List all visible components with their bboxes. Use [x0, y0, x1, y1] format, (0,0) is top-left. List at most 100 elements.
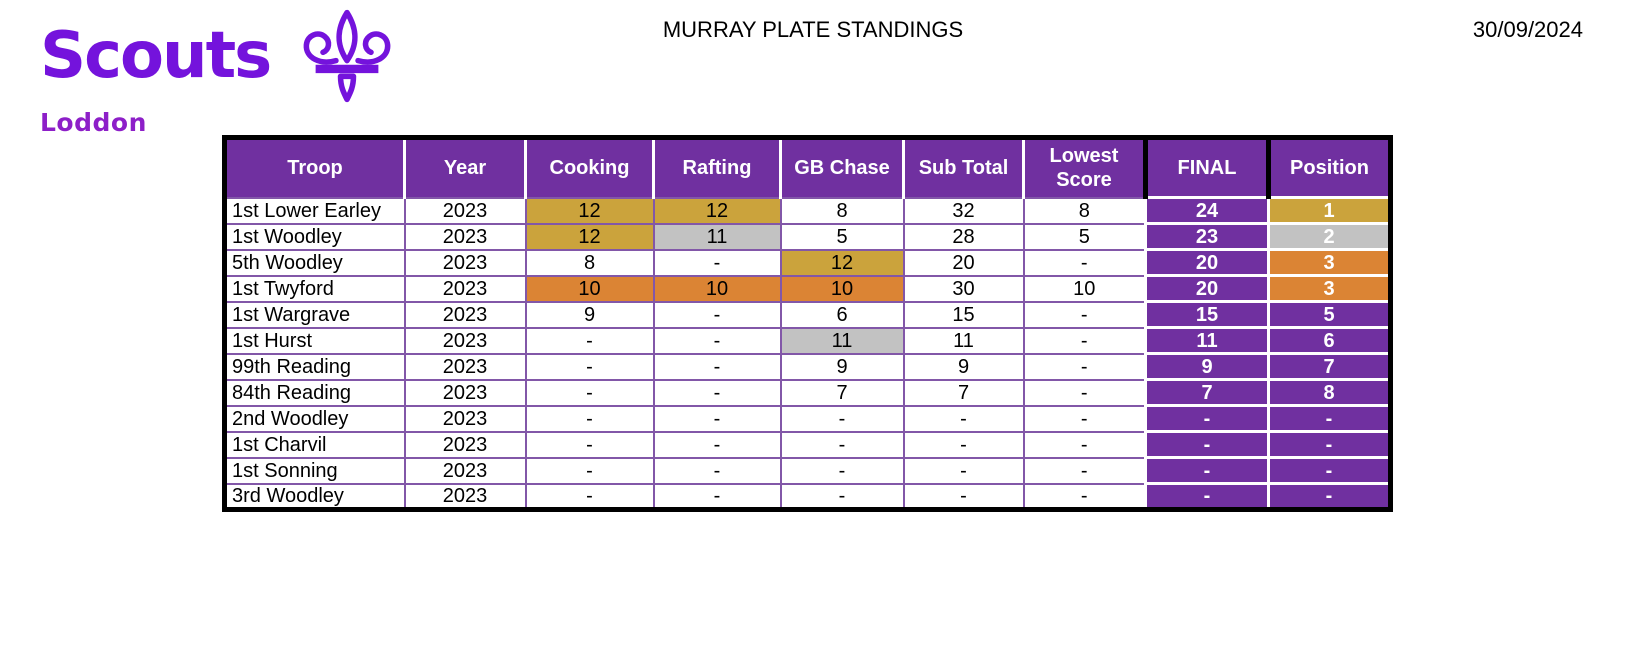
cell-cooking: 9 — [524, 300, 655, 329]
column-header-gb_chase: GB Chase — [779, 136, 905, 199]
cell-final: - — [1144, 404, 1270, 433]
cell-sub_total: 28 — [902, 222, 1025, 251]
cell-lowest_score: - — [1022, 430, 1147, 459]
cell-year: 2023 — [403, 352, 527, 381]
cell-position: - — [1267, 456, 1392, 485]
cell-troop: 1st Twyford — [223, 274, 406, 303]
cell-cooking: 12 — [524, 222, 655, 251]
cell-final: 24 — [1144, 196, 1270, 225]
cell-gb_chase: 12 — [779, 248, 905, 277]
cell-troop: 99th Reading — [223, 352, 406, 381]
cell-year: 2023 — [403, 222, 527, 251]
cell-year: 2023 — [403, 404, 527, 433]
cell-year: 2023 — [403, 196, 527, 225]
cell-sub_total: 20 — [902, 248, 1025, 277]
cell-rafting: - — [652, 482, 782, 511]
cell-cooking: - — [524, 378, 655, 407]
cell-position: 2 — [1267, 222, 1392, 251]
cell-lowest_score: - — [1022, 352, 1147, 381]
standings-table: Troop Year Cooking Rafting GB Chase Sub Total… — [222, 135, 1393, 512]
cell-final: - — [1144, 456, 1270, 485]
cell-final: 15 — [1144, 300, 1270, 329]
column-header-rafting: Rafting — [652, 136, 782, 199]
cell-cooking: 12 — [524, 196, 655, 225]
cell-lowest_score: - — [1022, 482, 1147, 511]
cell-sub_total: - — [902, 404, 1025, 433]
cell-gb_chase: - — [779, 482, 905, 511]
cell-final: 20 — [1144, 248, 1270, 277]
cell-position: 7 — [1267, 352, 1392, 381]
cell-gb_chase: 6 — [779, 300, 905, 329]
table-row: 1st Wargrave 2023 9-6 15-15 5 — [223, 300, 1392, 329]
cell-sub_total: - — [902, 482, 1025, 511]
column-header-final: FINAL — [1143, 136, 1271, 199]
cell-troop: 1st Wargrave — [223, 300, 406, 329]
cell-position: 8 — [1267, 378, 1392, 407]
table-row: 1st Twyford 2023 10 10 10 30 10 20 3 — [223, 274, 1392, 303]
cell-position: - — [1267, 430, 1392, 459]
cell-position: 1 — [1267, 196, 1392, 225]
column-header-position: Position — [1267, 136, 1392, 199]
cell-lowest_score: 8 — [1022, 196, 1147, 225]
cell-cooking: - — [524, 482, 655, 511]
cell-year: 2023 — [403, 378, 527, 407]
cell-sub_total: - — [902, 456, 1025, 485]
cell-cooking: - — [524, 456, 655, 485]
cell-lowest_score: - — [1022, 300, 1147, 329]
cell-final: 23 — [1144, 222, 1270, 251]
cell-sub_total: - — [902, 430, 1025, 459]
cell-year: 2023 — [403, 300, 527, 329]
cell-cooking: - — [524, 352, 655, 381]
cell-lowest_score: - — [1022, 456, 1147, 485]
scouts-logo: Scouts Loddon — [40, 8, 398, 137]
cell-year: 2023 — [403, 482, 527, 511]
cell-rafting: 11 — [652, 222, 782, 251]
cell-position: 6 — [1267, 326, 1392, 355]
column-header-sub_total: Sub Total — [902, 136, 1025, 199]
cell-gb_chase: 11 — [779, 326, 905, 355]
cell-troop: 1st Lower Earley — [223, 196, 406, 225]
cell-final: 7 — [1144, 378, 1270, 407]
cell-troop: 1st Charvil — [223, 430, 406, 459]
cell-cooking: - — [524, 326, 655, 355]
cell-gb_chase: - — [779, 404, 905, 433]
report-date: 30/09/2024 — [1472, 17, 1583, 42]
table-row: 84th Reading 2023- -7 7-7 8 — [223, 378, 1392, 407]
cell-final: 20 — [1144, 274, 1270, 303]
cell-gb_chase: - — [779, 430, 905, 459]
cell-rafting: - — [652, 300, 782, 329]
cell-troop: 1st Woodley — [223, 222, 406, 251]
column-header-cooking: Cooking — [524, 136, 655, 199]
cell-year: 2023 — [403, 456, 527, 485]
cell-gb_chase: 7 — [779, 378, 905, 407]
cell-rafting: - — [652, 456, 782, 485]
cell-gb_chase: 10 — [779, 274, 905, 303]
cell-rafting: - — [652, 352, 782, 381]
cell-sub_total: 11 — [902, 326, 1025, 355]
cell-year: 2023 — [403, 274, 527, 303]
cell-troop: 3rd Woodley — [223, 482, 406, 511]
table-row: 5th Woodley 2023 8-12 20-20 3 — [223, 248, 1392, 277]
cell-rafting: 12 — [652, 196, 782, 225]
cell-year: 2023 — [403, 326, 527, 355]
cell-lowest_score: - — [1022, 326, 1147, 355]
fleur-de-lis-icon — [303, 9, 391, 103]
cell-year: 2023 — [403, 248, 527, 277]
cell-rafting: - — [652, 248, 782, 277]
column-header-year: Year — [403, 136, 527, 199]
cell-troop: 5th Woodley — [223, 248, 406, 277]
table-row: 1st Hurst 2023- -11 11-11 6 — [223, 326, 1392, 355]
cell-sub_total: 9 — [902, 352, 1025, 381]
cell-gb_chase: 9 — [779, 352, 905, 381]
cell-year: 2023 — [403, 430, 527, 459]
cell-cooking: 10 — [524, 274, 655, 303]
cell-rafting: - — [652, 430, 782, 459]
cell-gb_chase: - — [779, 456, 905, 485]
cell-final: - — [1144, 430, 1270, 459]
cell-sub_total: 32 — [902, 196, 1025, 225]
cell-gb_chase: 5 — [779, 222, 905, 251]
cell-rafting: - — [652, 404, 782, 433]
cell-position: 3 — [1267, 274, 1392, 303]
cell-position: 3 — [1267, 248, 1392, 277]
cell-lowest_score: 10 — [1022, 274, 1147, 303]
